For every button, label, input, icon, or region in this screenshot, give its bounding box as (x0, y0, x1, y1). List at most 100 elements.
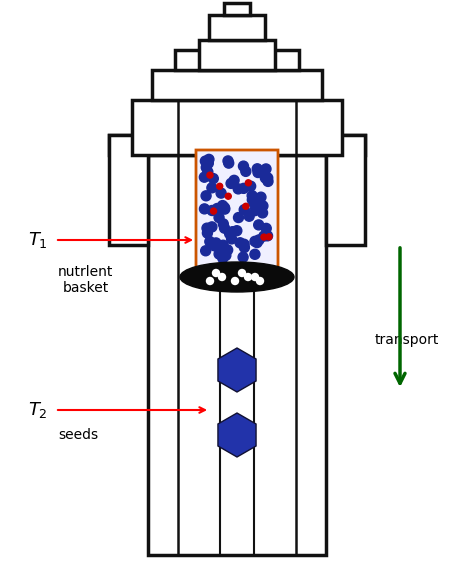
Circle shape (249, 199, 259, 209)
Circle shape (238, 252, 248, 262)
Circle shape (200, 172, 210, 182)
Circle shape (247, 191, 257, 201)
Circle shape (231, 277, 238, 284)
Circle shape (201, 163, 211, 173)
Circle shape (243, 203, 249, 209)
Circle shape (228, 227, 237, 237)
Circle shape (261, 234, 267, 240)
Circle shape (218, 240, 228, 250)
Circle shape (219, 203, 229, 213)
Circle shape (257, 208, 267, 218)
Circle shape (238, 161, 248, 171)
Circle shape (210, 241, 219, 251)
Circle shape (208, 174, 219, 184)
Circle shape (202, 223, 212, 233)
Polygon shape (218, 348, 256, 392)
Circle shape (207, 183, 217, 193)
Bar (209, 15, 265, 40)
Circle shape (246, 180, 251, 186)
Circle shape (263, 173, 273, 183)
Circle shape (241, 166, 251, 176)
Circle shape (218, 201, 228, 211)
Circle shape (203, 159, 213, 168)
Circle shape (207, 205, 217, 215)
Circle shape (207, 172, 213, 178)
FancyBboxPatch shape (196, 150, 278, 270)
Circle shape (247, 195, 257, 205)
Circle shape (207, 222, 217, 232)
Circle shape (244, 211, 254, 221)
Circle shape (238, 270, 246, 277)
Circle shape (202, 228, 212, 238)
Circle shape (250, 249, 260, 259)
Text: transport: transport (375, 333, 439, 347)
Circle shape (201, 246, 210, 256)
Circle shape (239, 239, 249, 249)
Circle shape (201, 191, 211, 201)
Circle shape (214, 249, 224, 259)
Circle shape (220, 204, 230, 214)
Circle shape (204, 154, 214, 164)
Circle shape (252, 238, 262, 247)
Bar (175, 50, 299, 70)
Circle shape (207, 277, 213, 284)
Circle shape (258, 201, 268, 211)
Circle shape (254, 220, 264, 230)
Circle shape (233, 184, 243, 194)
Circle shape (219, 223, 229, 233)
Circle shape (216, 188, 226, 198)
Circle shape (250, 236, 260, 246)
Circle shape (253, 167, 263, 177)
Circle shape (224, 158, 234, 168)
Circle shape (219, 202, 229, 212)
Circle shape (263, 231, 273, 241)
Circle shape (212, 270, 219, 277)
Circle shape (239, 205, 249, 215)
Circle shape (223, 156, 233, 166)
Bar (152, 70, 322, 100)
Circle shape (227, 234, 237, 244)
Bar (109, 135, 148, 245)
Circle shape (214, 212, 224, 222)
Polygon shape (218, 413, 256, 457)
Circle shape (223, 245, 233, 255)
Bar (132, 100, 342, 155)
Circle shape (212, 204, 222, 214)
Circle shape (266, 234, 272, 240)
Bar (109, 135, 365, 155)
Circle shape (200, 204, 210, 214)
Circle shape (239, 243, 249, 253)
Bar (199, 40, 275, 70)
Circle shape (225, 193, 231, 199)
Circle shape (219, 219, 228, 229)
Circle shape (246, 181, 255, 191)
Circle shape (217, 183, 223, 190)
Circle shape (239, 183, 249, 194)
Text: $T_2$: $T_2$ (28, 400, 48, 420)
Circle shape (205, 236, 215, 247)
Circle shape (219, 247, 229, 257)
Circle shape (261, 164, 271, 174)
Ellipse shape (180, 262, 294, 292)
Circle shape (220, 246, 230, 256)
Circle shape (259, 231, 269, 241)
Circle shape (256, 277, 264, 284)
Circle shape (232, 226, 242, 236)
Circle shape (218, 253, 228, 263)
Text: $T_1$: $T_1$ (28, 230, 48, 250)
Text: nutrlent
basket: nutrlent basket (58, 265, 113, 295)
Circle shape (226, 178, 236, 188)
Bar (326, 135, 365, 245)
Circle shape (245, 274, 252, 280)
Circle shape (252, 164, 262, 174)
Circle shape (225, 229, 235, 239)
Circle shape (260, 173, 270, 183)
Circle shape (234, 212, 244, 222)
Circle shape (210, 208, 217, 214)
Circle shape (254, 235, 264, 245)
Circle shape (219, 274, 226, 280)
Bar (148, 125, 326, 555)
Circle shape (221, 250, 231, 260)
Circle shape (256, 192, 266, 202)
Circle shape (201, 156, 210, 166)
